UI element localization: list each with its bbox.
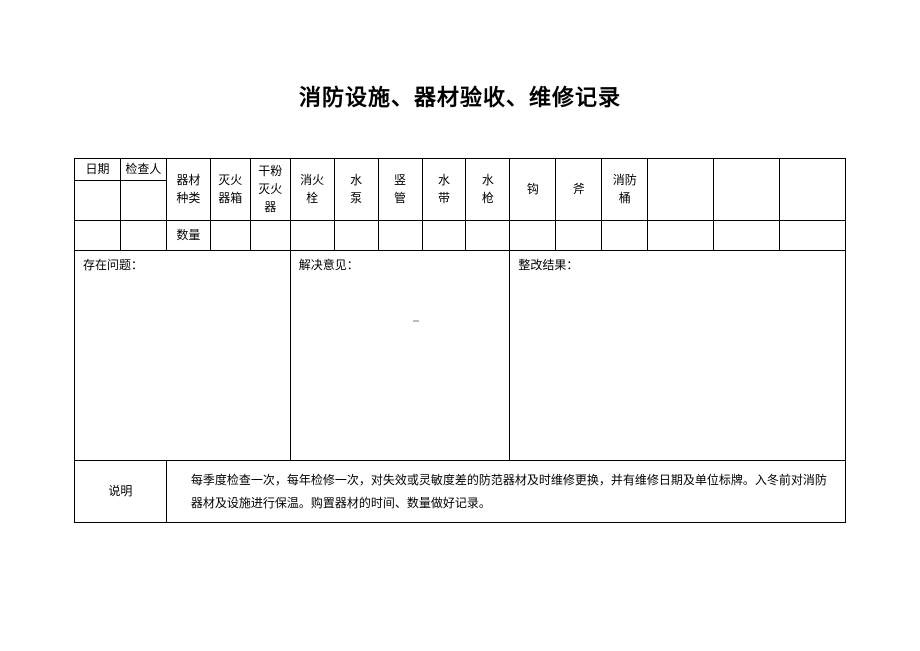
equip-type-line2: 种类 (176, 191, 200, 205)
qty-c4 (334, 220, 378, 250)
desc-text: 每季度检查一次，每年检修一次，对失效或灵敏度差的防范器材及时维修更换，并有维修日… (166, 460, 845, 523)
c7a: 水 (482, 173, 494, 187)
problem-cell: 存在问题： (75, 250, 291, 460)
header-equip-type: 器材 种类 (166, 159, 210, 221)
qty-c8 (510, 220, 556, 250)
header-quantity: 数量 (166, 220, 210, 250)
header-inspector: 检查人 (120, 159, 166, 181)
result-cell: 整改结果： (510, 250, 846, 460)
qty-b3 (779, 220, 845, 250)
cell-date-blank (75, 180, 121, 220)
qty-c3 (290, 220, 334, 250)
qty-c5 (378, 220, 422, 250)
col-blank-3 (779, 159, 845, 221)
col-dry-powder: 干粉 灭火 器 (250, 159, 290, 221)
qty-c1 (210, 220, 250, 250)
c7b: 枪 (482, 191, 494, 205)
c3a: 消火 (300, 173, 324, 187)
qty-c10 (602, 220, 648, 250)
col-riser: 竖 管 (378, 159, 422, 221)
record-table: 日期 检查人 器材 种类 灭火器箱 干粉 灭火 器 消火 栓 水 泵 竖 (74, 158, 846, 523)
qty-left-2 (120, 220, 166, 250)
col-blank-2 (714, 159, 780, 221)
c10b: 桶 (619, 191, 631, 205)
qty-c7 (466, 220, 510, 250)
qty-left-1 (75, 220, 121, 250)
c6a: 水 (438, 173, 450, 187)
qty-c6 (422, 220, 466, 250)
c2c: 器 (264, 200, 276, 214)
desc-label: 说明 (75, 460, 167, 523)
col-extinguisher-box: 灭火器箱 (210, 159, 250, 221)
qty-b2 (714, 220, 780, 250)
c10a: 消防 (613, 173, 637, 187)
page: 消防设施、器材验收、维修记录 日期 检查人 器材 (0, 0, 920, 563)
qty-c9 (556, 220, 602, 250)
c2a: 干粉 (258, 164, 282, 178)
c6b: 带 (438, 191, 450, 205)
col-blank-1 (648, 159, 714, 221)
col-hose: 水 带 (422, 159, 466, 221)
c4a: 水 (350, 173, 362, 187)
col-axe: 斧 (556, 159, 602, 221)
c4b: 泵 (350, 191, 362, 205)
cell-inspector-blank (120, 180, 166, 220)
col-nozzle: 水 枪 (466, 159, 510, 221)
c5a: 竖 (394, 173, 406, 187)
page-title: 消防设施、器材验收、维修记录 (74, 80, 846, 112)
c5b: 管 (394, 191, 406, 205)
artifact-dot (413, 320, 419, 322)
c3b: 栓 (306, 191, 318, 205)
c2b: 灭火 (258, 182, 282, 196)
equip-type-line1: 器材 (176, 173, 200, 187)
qty-b1 (648, 220, 714, 250)
header-date: 日期 (75, 159, 121, 181)
qty-c2 (250, 220, 290, 250)
col-hook: 钩 (510, 159, 556, 221)
solution-cell: 解决意见： (290, 250, 510, 460)
col-hydrant: 消火 栓 (290, 159, 334, 221)
col-bucket: 消防 桶 (602, 159, 648, 221)
col-pump: 水 泵 (334, 159, 378, 221)
